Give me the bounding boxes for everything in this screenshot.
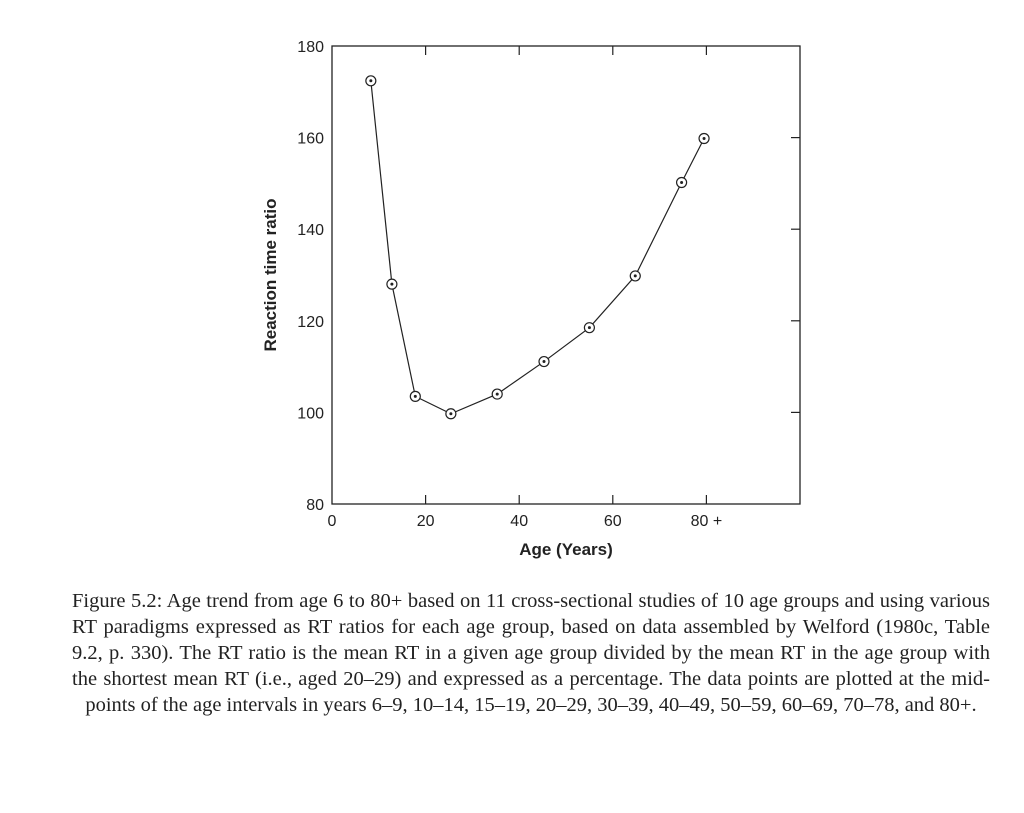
data-point bbox=[445, 408, 457, 420]
data-point bbox=[675, 176, 688, 189]
data-point bbox=[583, 322, 596, 334]
data-point bbox=[538, 355, 550, 368]
y-tick-label: 80 bbox=[306, 497, 324, 514]
data-point bbox=[491, 388, 503, 400]
data-point bbox=[698, 132, 710, 145]
y-tick-label: 180 bbox=[297, 39, 324, 56]
figure-caption: Figure 5.2: Age trend from age 6 to 80+ … bbox=[72, 590, 990, 716]
data-point bbox=[409, 390, 421, 402]
data-point bbox=[629, 270, 641, 282]
y-tick-label: 120 bbox=[297, 314, 324, 331]
x-axis-label: Age (Years) bbox=[519, 540, 613, 559]
line-chart: 0 20 40 60 80 + 80 100 120 140 160 180 Age (Years)… bbox=[261, 39, 801, 559]
x-tick-label: 20 bbox=[417, 513, 435, 530]
series-line bbox=[370, 80, 705, 415]
y-tick-label: 160 bbox=[297, 131, 324, 148]
data-point bbox=[386, 278, 398, 290]
y-tick-label: 100 bbox=[297, 405, 324, 422]
x-tick-label: 40 bbox=[510, 513, 528, 530]
x-tick-label: 0 bbox=[328, 513, 337, 530]
plot-frame bbox=[331, 45, 801, 505]
y-tick-label: 140 bbox=[297, 222, 324, 239]
data-point bbox=[365, 75, 377, 87]
x-tick-label: 80 + bbox=[691, 513, 723, 530]
x-tick-label: 60 bbox=[604, 513, 622, 530]
y-axis-label: Reaction time ratio bbox=[261, 198, 280, 351]
